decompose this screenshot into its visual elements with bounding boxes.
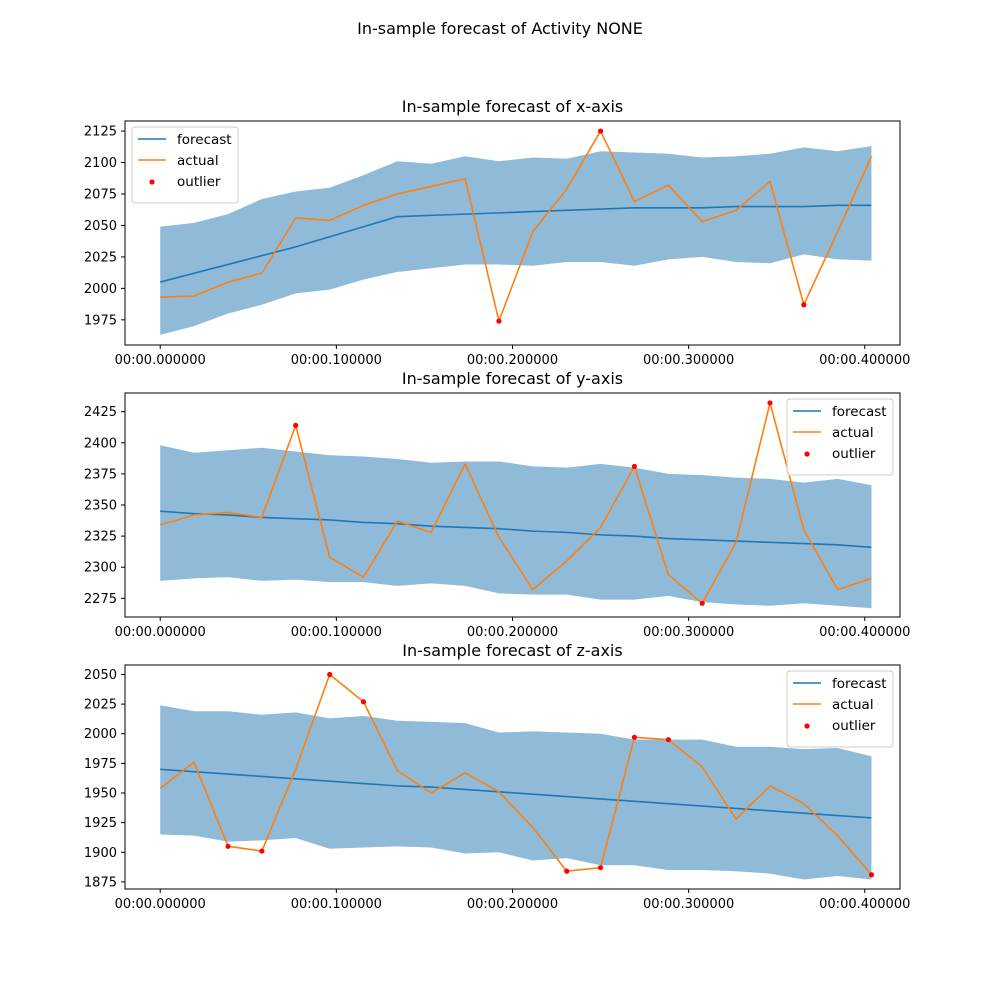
x-tick-label: 00:00.200000 [467, 353, 558, 368]
x-tick-label: 00:00.200000 [467, 897, 558, 912]
x-tick-label: 00:00.000000 [115, 625, 206, 640]
subplot-2: In-sample forecast of y-axis 00:00.000000… [84, 369, 910, 640]
y-tick-label: 1975 [84, 757, 117, 772]
legend-label-actual: actual [832, 697, 874, 713]
subplot-title: In-sample forecast of z-axis [402, 641, 622, 660]
y-tick-label: 2300 [84, 561, 117, 576]
legend-box [131, 126, 239, 204]
x-tick-label: 00:00.100000 [291, 353, 382, 368]
y-tick-label: 2350 [84, 499, 117, 514]
y-tick-label: 2425 [84, 405, 117, 420]
x-tick-label: 00:00.200000 [467, 625, 558, 640]
x-tick-label: 00:00.000000 [115, 353, 206, 368]
y-tick-label: 2275 [84, 592, 117, 607]
outlier-point [327, 671, 333, 678]
outlier-point [801, 302, 807, 308]
actual-line [160, 130, 873, 322]
legend-label-outlier: outlier [832, 718, 876, 734]
legend-label-forecast: forecast [832, 404, 887, 420]
y-tick-label: 1975 [84, 313, 117, 328]
outlier-point [868, 872, 875, 878]
forecast-line [160, 510, 872, 549]
x-tick-label: 00:00.400000 [819, 353, 910, 368]
y-tick-label: 2075 [84, 187, 117, 202]
legend: forecast actual outlier [131, 126, 239, 204]
legend-swatch-outlier [804, 723, 810, 729]
figure-title: In-sample forecast of Activity NONE [357, 19, 643, 38]
y-tick-label: 2050 [84, 668, 117, 683]
actual-line [160, 402, 872, 605]
outlier-point [597, 865, 604, 871]
subplot-3: In-sample forecast of z-axis 00:00.000000… [84, 641, 910, 912]
x-tick-label: 00:00.300000 [643, 353, 734, 368]
y-tick-label: 2325 [84, 530, 117, 545]
x-tick-label: 00:00.400000 [819, 625, 910, 640]
x-tick-label: 00:00.400000 [819, 897, 910, 912]
y-tick-label: 2050 [84, 219, 117, 234]
legend: forecast actual outlier [786, 670, 894, 748]
y-tick-label: 1950 [84, 787, 117, 802]
legend-swatch-outlier [804, 451, 810, 457]
legend-label-outlier: outlier [177, 174, 221, 190]
x-tick-label: 00:00.300000 [643, 625, 734, 640]
legend: forecast actual outlier [786, 398, 894, 476]
legend-label-forecast: forecast [177, 132, 232, 148]
confidence-band [160, 146, 872, 335]
x-tick-label: 00:00.100000 [291, 897, 382, 912]
legend-label-actual: actual [177, 153, 219, 169]
outlier-point [225, 843, 231, 849]
outlier-point [360, 699, 367, 705]
outlier-point [597, 128, 604, 134]
outlier-point [564, 868, 570, 874]
y-tick-label: 2125 [84, 125, 117, 140]
outlier-point [496, 318, 502, 324]
confidence-band [160, 445, 872, 609]
outlier-point [767, 400, 773, 406]
y-tick-label: 2025 [84, 250, 117, 265]
y-tick-label: 2000 [84, 282, 117, 297]
x-tick-label: 00:00.300000 [643, 897, 734, 912]
legend-box [786, 398, 894, 476]
outlier-point [259, 848, 265, 854]
outlier-point [699, 600, 705, 606]
outlier-point [631, 734, 637, 740]
y-tick-label: 1925 [84, 816, 117, 831]
subplot-title: In-sample forecast of x-axis [402, 97, 623, 116]
actual-line [159, 673, 873, 876]
outlier-point [665, 737, 671, 743]
legend-label-outlier: outlier [832, 446, 876, 462]
legend-label-forecast: forecast [832, 676, 887, 692]
subplot-1: In-sample forecast of x-axis 00:00.000000… [84, 97, 910, 368]
forecast-line [160, 204, 872, 283]
legend-label-actual: actual [832, 425, 874, 441]
y-tick-label: 1875 [84, 875, 117, 890]
x-tick-label: 00:00.100000 [291, 625, 382, 640]
outlier-point [631, 463, 637, 470]
forecast-line [160, 768, 872, 819]
legend-swatch-outlier [149, 179, 155, 185]
y-tick-label: 2100 [84, 156, 117, 171]
y-tick-label: 2400 [84, 436, 117, 451]
x-tick-label: 00:00.000000 [115, 897, 206, 912]
y-tick-label: 2000 [84, 727, 117, 742]
subplot-title: In-sample forecast of y-axis [402, 369, 623, 388]
outlier-point [293, 422, 299, 428]
y-tick-label: 1900 [84, 846, 117, 861]
y-tick-label: 2375 [84, 467, 117, 482]
legend-box [786, 670, 894, 748]
y-tick-label: 2025 [84, 698, 117, 713]
